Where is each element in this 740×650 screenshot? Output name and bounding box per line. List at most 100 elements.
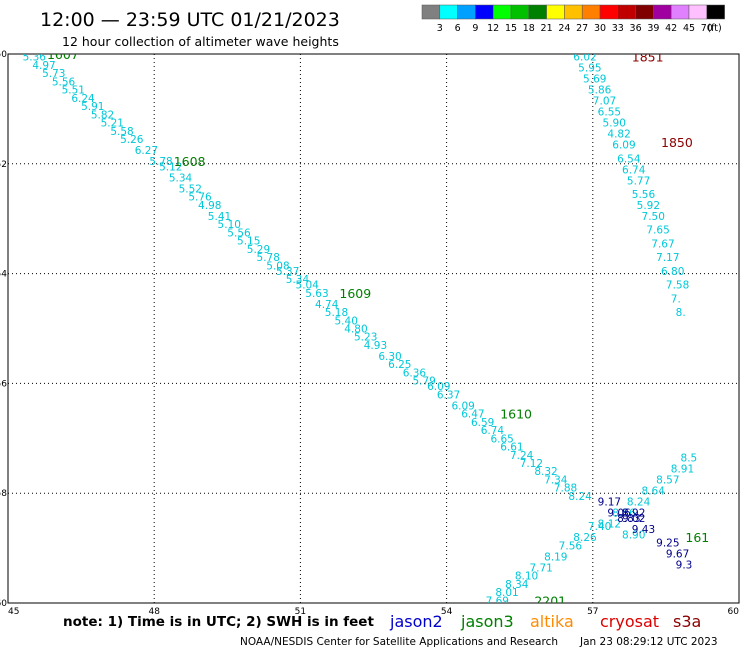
wave-height-point: 5.26 [120, 134, 144, 146]
wave-height-point: 5.95 [578, 63, 601, 75]
time-label: 1610 [500, 407, 532, 422]
wave-height-point: 5.23 [354, 332, 377, 344]
wave-height-point: 8.24 [627, 496, 651, 508]
wave-height-point: 5.18 [325, 307, 348, 319]
wave-height-point: 5.58 [110, 126, 133, 138]
wave-height-point: 5.51 [62, 85, 85, 97]
wave-height-point: 5.91 [81, 101, 104, 113]
legend-swatch [528, 4, 547, 20]
wave-height-point: 8.12 [598, 518, 621, 530]
wave-height-point: 8.24 [568, 491, 592, 503]
legend-label: 36 [630, 23, 642, 34]
wave-height-point: 5.63 [305, 288, 328, 300]
time-label: 1609 [339, 286, 371, 301]
satellite-jason3: jason3 [460, 612, 514, 631]
wave-height-point: 6.24 [71, 93, 95, 105]
wave-height-point: 4.80 [344, 324, 367, 336]
satellite-legend: jason2 jason3 altika cryosat s3a [389, 612, 701, 631]
legend-label: 39 [647, 23, 659, 34]
wave-height-point: 8.57 [656, 474, 679, 486]
wave-height-point: 8.01 [495, 587, 518, 599]
wave-height-point: 5.12 [159, 162, 182, 174]
header: 12:00 — 23:59 UTC 01/21/2023 12 hour col… [40, 9, 340, 49]
wave-height-point: 9.43 [632, 524, 655, 536]
legend-swatch [653, 4, 672, 20]
wave-height-point: 5.56 [227, 227, 251, 239]
wave-height-point: 8.10 [515, 571, 538, 583]
wave-height-point: 6.09 [612, 140, 635, 152]
wave-height-point: 8.34 [505, 579, 529, 591]
legend-swatch [492, 4, 512, 20]
legend-label: 15 [505, 23, 517, 34]
y-tick-label: -60 [0, 599, 7, 609]
wave-height-point: 5.90 [603, 118, 626, 130]
legend-swatch [706, 4, 725, 20]
wave-height-point: 5.10 [218, 219, 241, 231]
legend-swatch [546, 4, 565, 20]
x-tick-label: 45 [8, 607, 19, 617]
time-label: 1607 [47, 47, 79, 62]
wave-height-point: 5.76 [188, 192, 212, 204]
legend-swatch [670, 4, 690, 20]
legend-swatch [688, 4, 708, 20]
legend-swatch [581, 4, 601, 20]
wave-height-point: 4.93 [364, 340, 387, 352]
wave-height-point: 7.65 [646, 225, 669, 237]
legend-swatch [439, 4, 458, 20]
satellite-altika: altika [530, 612, 574, 631]
legend-swatch [617, 4, 636, 20]
x-tick-label: 60 [728, 607, 740, 617]
wave-height-point: 6.47 [461, 409, 484, 421]
wave-height-point: 6.36 [403, 367, 427, 379]
wave-height-point: 5.29 [247, 244, 270, 256]
y-tick-label: -54 [0, 270, 7, 280]
satellite-s3a: s3a [673, 612, 701, 631]
satellite-jason2: jason2 [389, 612, 443, 631]
x-tick-label: 54 [441, 607, 453, 617]
page-subtitle: 12 hour collection of altimeter wave hei… [62, 34, 339, 49]
wave-height-point: 4.74 [315, 299, 339, 311]
legend-label: 45 [683, 23, 695, 34]
wave-height-point: 6.55 [598, 107, 621, 119]
wave-height-point: 5.04 [296, 280, 320, 292]
x-tick-label: 57 [587, 607, 598, 617]
legend-swatch [510, 4, 530, 20]
y-tick-label: -56 [0, 379, 7, 389]
wave-height-point: 6.37 [437, 389, 460, 401]
wave-height-point: 7.88 [554, 483, 577, 495]
legend-label: 3 [437, 23, 443, 34]
wave-height-point: 6.02 [573, 52, 596, 64]
wave-height-point: 5.73 [42, 68, 65, 80]
wave-height-point: 5.08 [266, 260, 289, 272]
page-title: 12:00 — 23:59 UTC 01/21/2023 [40, 9, 340, 31]
time-label: 161 [685, 530, 709, 545]
wave-height-point: 7.40 [588, 521, 611, 533]
wave-height-point: 5.86 [588, 85, 612, 97]
wave-height-point: 6.54 [617, 153, 641, 165]
wave-height-point: 9.06 [607, 507, 631, 519]
legend-label: 70 [701, 23, 713, 34]
wave-height-point: 4.98 [198, 200, 221, 212]
wave-height-point: 8.90 [622, 529, 645, 541]
wave-height-point: 7.58 [666, 280, 689, 292]
time-label: 2201 [534, 593, 566, 608]
wave-height-point: 8.5 [681, 453, 698, 465]
footer-note: note: 1) Time is in UTC; 2) SWH is in fe… [63, 614, 374, 630]
wave-height-point: 5.34 [286, 274, 310, 286]
wave-height-point: 7.67 [651, 238, 674, 250]
x-tick-label: 48 [148, 607, 160, 617]
legend-label: 18 [523, 23, 535, 34]
wave-height-point: 5.52 [179, 184, 202, 196]
wave-height-point: 5.37 [276, 266, 299, 278]
wave-height-point: 7.07 [593, 96, 616, 108]
wave-height-point: 5.69 [583, 74, 606, 86]
wave-height-point: 4.82 [607, 129, 630, 141]
legend-label: 33 [612, 23, 624, 34]
time-label: 1851 [632, 50, 664, 65]
x-tick-label: 51 [295, 607, 306, 617]
legend-label: 21 [541, 23, 553, 34]
wave-height-point: 8.26 [573, 532, 597, 544]
wave-height-point: 7.69 [486, 595, 509, 607]
wave-height-point: 6.61 [500, 442, 523, 454]
legend-label: 9 [472, 23, 478, 34]
